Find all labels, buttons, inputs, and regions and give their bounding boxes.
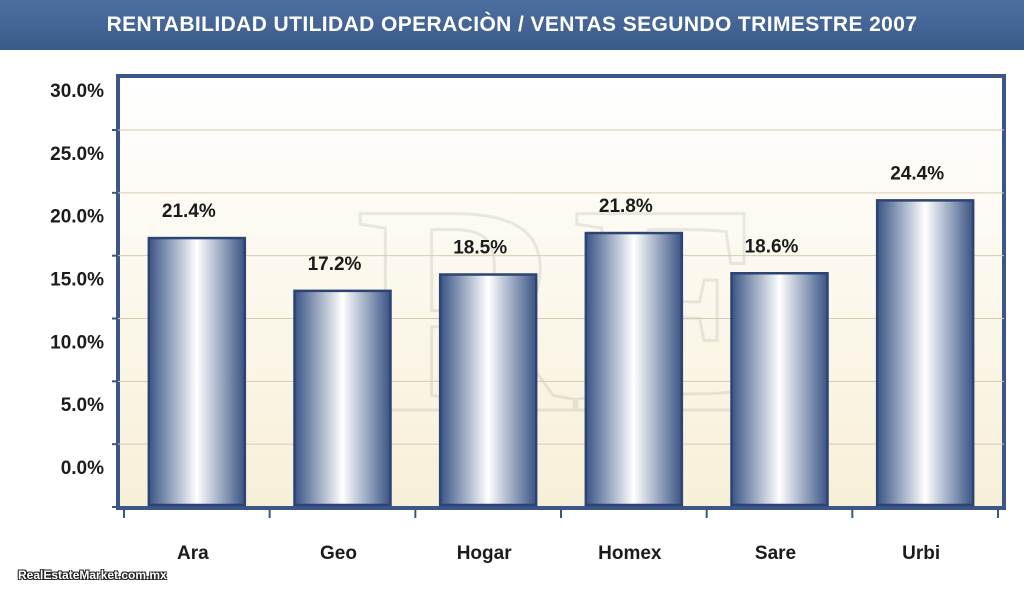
chart-title: RENTABILIDAD UTILIDAD OPERACIÒN / VENTAS… (0, 0, 1024, 50)
data-label-homex: 21.8% (599, 196, 653, 217)
x-tick-label-sare: Sare (755, 543, 796, 564)
x-tick-label-homex: Homex (598, 543, 662, 564)
data-label-sare: 18.6% (745, 236, 799, 257)
bar-homex (584, 231, 684, 507)
bar-sare (730, 272, 829, 507)
x-tick-label-geo: Geo (320, 543, 357, 564)
y-tick-label: 25.0% (50, 144, 104, 165)
bar-ara (147, 236, 247, 507)
svg-text:RE: RE (355, 143, 772, 475)
y-tick-label: 30.0% (50, 81, 104, 102)
data-label-geo: 17.2% (308, 254, 362, 275)
x-tick-label-urbi: Urbi (902, 543, 940, 564)
bar-urbi (875, 199, 975, 507)
data-label-ara: 21.4% (162, 201, 216, 222)
re-watermark-logo: RE (354, 142, 774, 477)
x-tick-label-ara: Ara (177, 543, 209, 564)
y-tick-label: 10.0% (50, 332, 104, 353)
x-tick-label-hogar: Hogar (457, 543, 513, 564)
data-label-urbi: 24.4% (890, 163, 944, 184)
y-tick-label: 15.0% (50, 270, 104, 291)
bar-geo (293, 289, 392, 507)
source-watermark: RealEstateMarket.com.mx (18, 568, 167, 582)
data-label-hogar: 18.5% (453, 238, 507, 259)
y-tick-label: 0.0% (61, 458, 104, 479)
plot-area (116, 74, 1006, 510)
bar-hogar (438, 273, 538, 507)
y-tick-label: 20.0% (50, 207, 104, 228)
y-tick-label: 5.0% (61, 395, 104, 416)
